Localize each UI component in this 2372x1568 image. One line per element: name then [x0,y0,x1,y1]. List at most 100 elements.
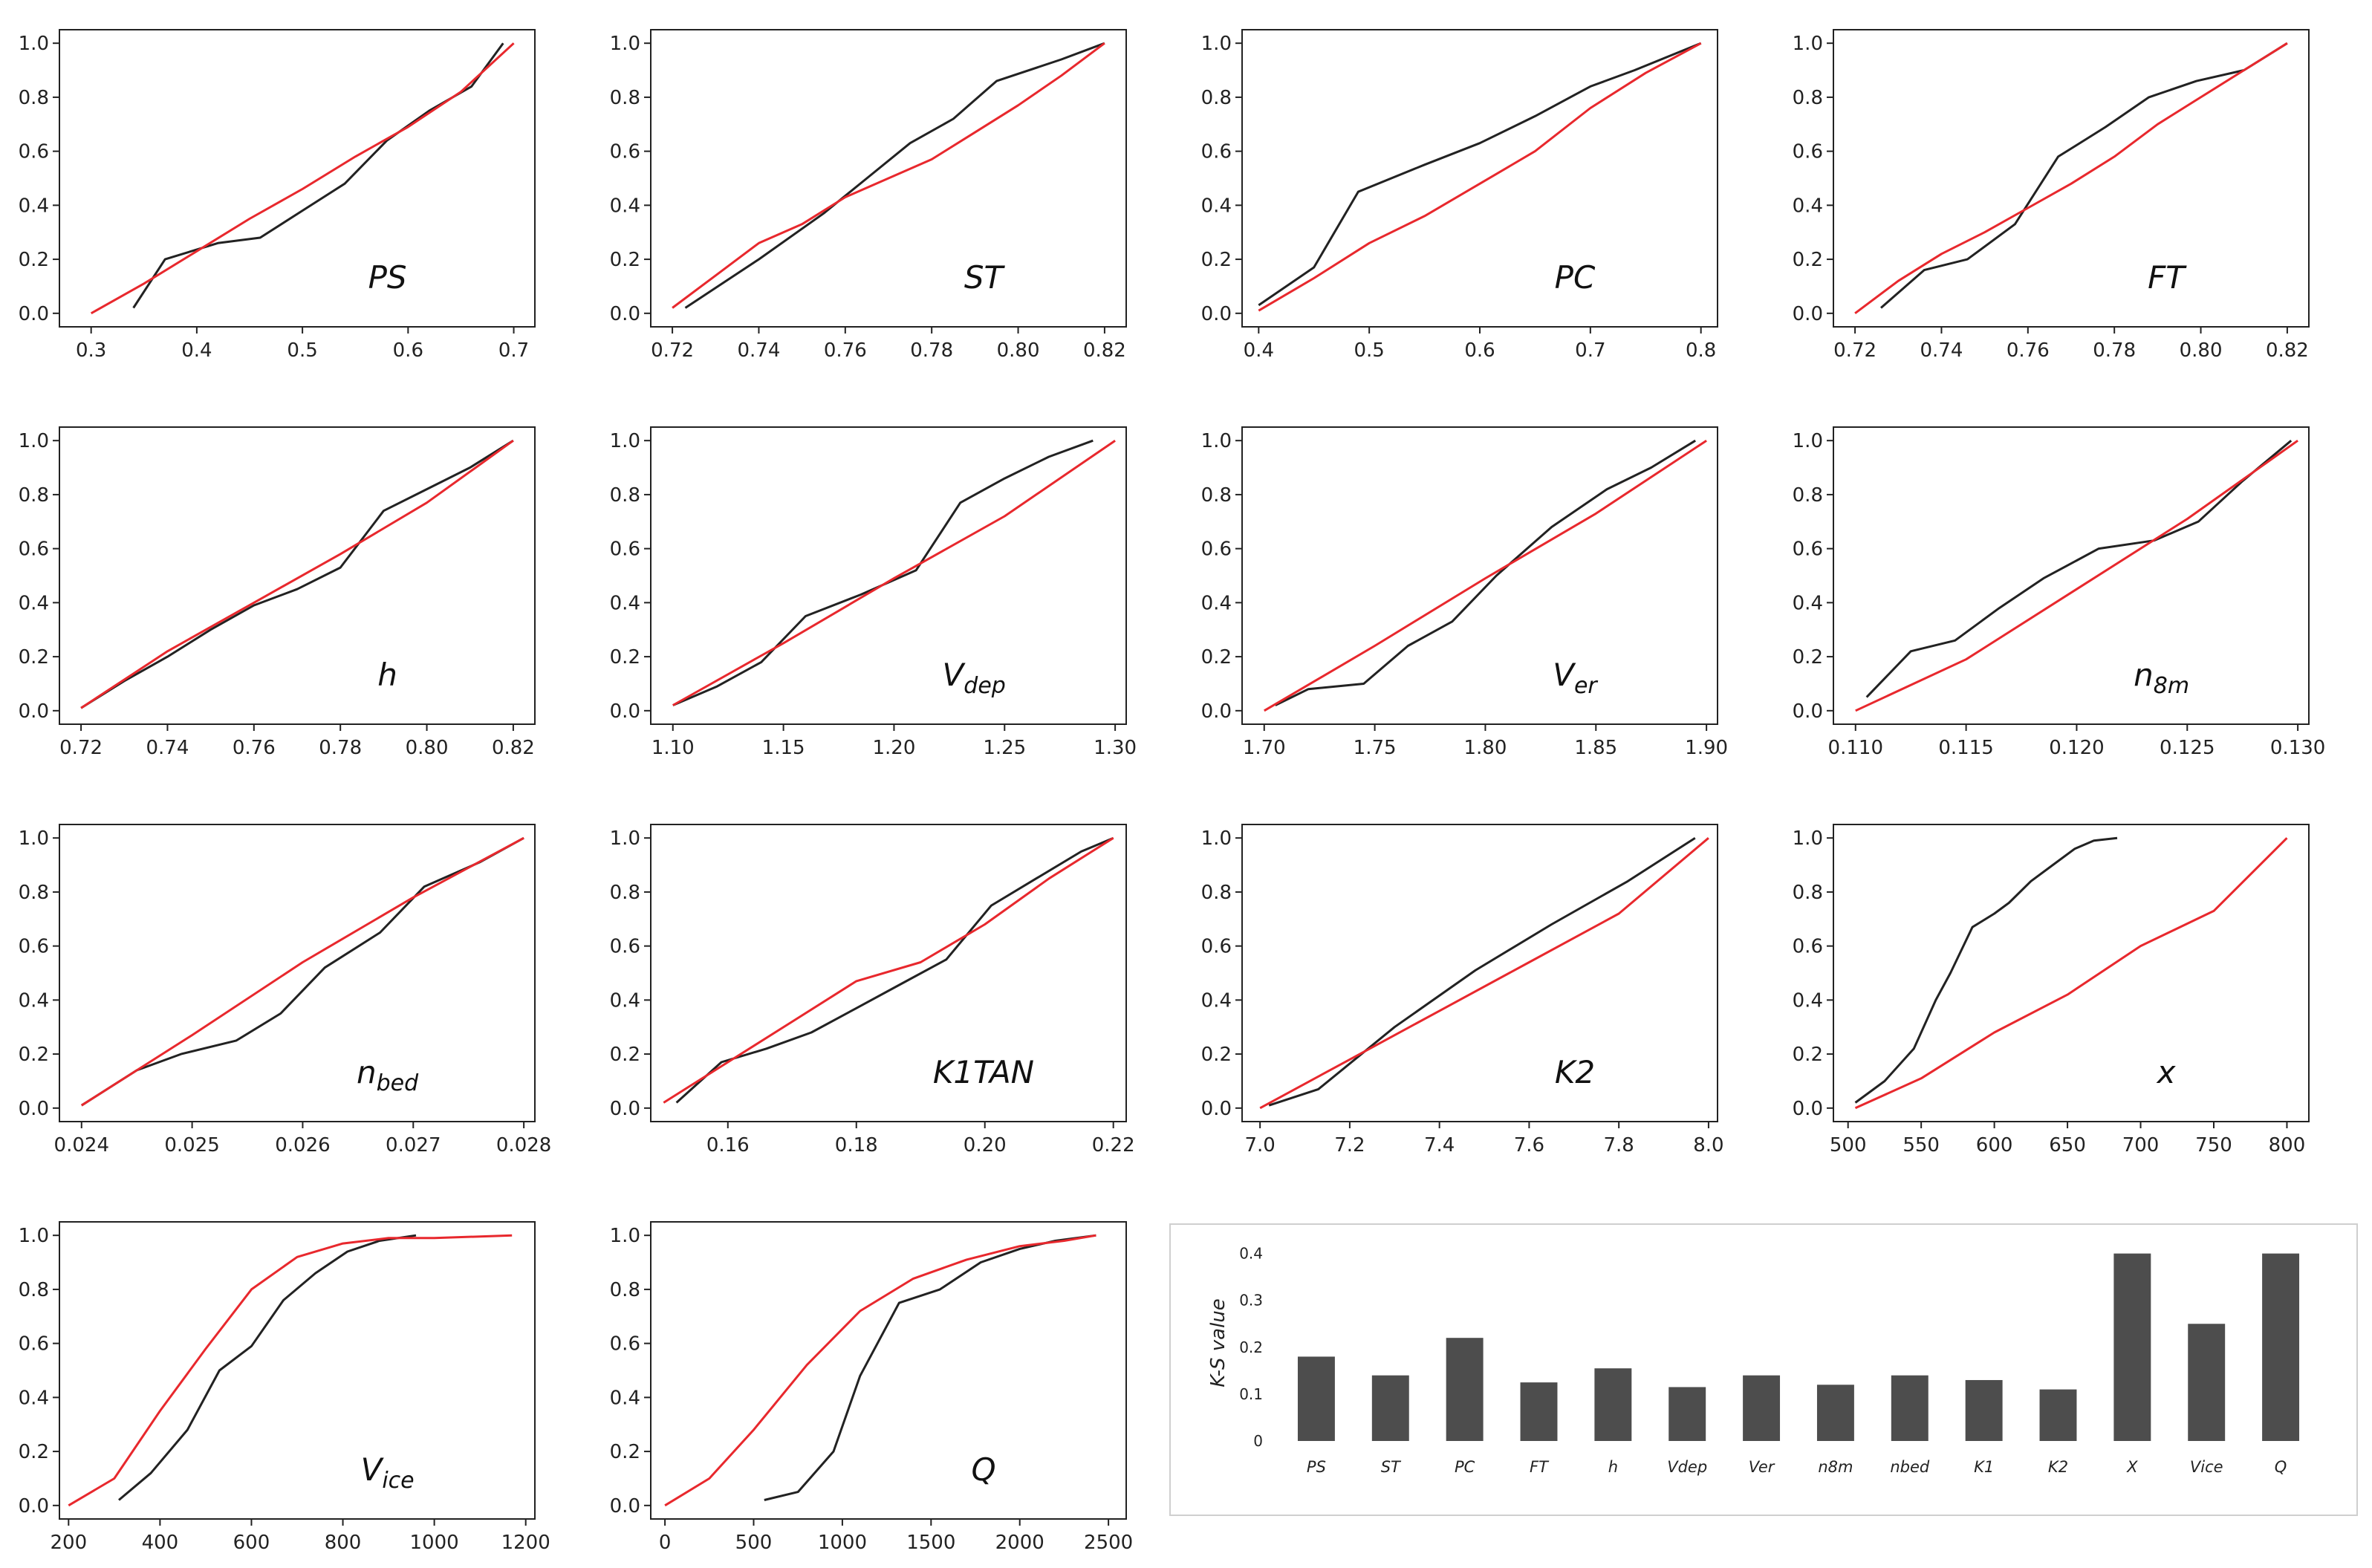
y-tick-label: 0.2 [610,1044,640,1066]
y-tick-label: 0.0 [610,700,640,723]
parameter-label: Vice [361,1451,415,1494]
x-tick-label: 1.75 [1354,737,1397,759]
y-tick-label: 0.8 [1201,882,1232,904]
theoretical-cdf-line [80,836,524,1107]
x-tick-label: 1500 [906,1532,955,1554]
x-tick-label: 0.78 [319,737,362,759]
panel-FT: 0.0 0.2 0.4 0.6 0.8 1.0 0.72 0.74 0.76 0.78 0.80 0.… [1793,29,2310,362]
x-tick-label: 0.110 [1828,737,1883,759]
x-tick-label: 800 [2269,1134,2306,1157]
theoretical-cdf-line [1258,42,1702,312]
y-tick-label: 0.8 [610,87,640,109]
ks-bar-K2 [2039,1389,2077,1441]
x-tick-label: 0.76 [824,339,867,362]
ks-bar-PC [1446,1338,1484,1441]
y-tick-label: 0.8 [1793,882,1823,904]
y-tick-label: 1.0 [610,430,640,452]
axes-frame [1833,426,2310,725]
y-tick-label: 0.2 [19,249,49,271]
ks-category-label: ST [1381,1458,1402,1476]
parameter-label: Vdep [943,657,1006,699]
axes-frame [1241,29,1718,328]
ks-y-tick-label: 0.2 [1239,1338,1263,1356]
y-tick-label: 0.4 [610,1387,640,1409]
panel-h: 0.0 0.2 0.4 0.6 0.8 1.0 0.72 0.74 0.76 0.78 0.80 0.… [19,426,536,759]
x-tick-label: 0.8 [1686,339,1716,362]
panel-Ver: 0.0 0.2 0.4 0.6 0.8 1.0 1.70 1.75 1.80 1.85 1.90 Ve… [1201,426,1728,759]
panel-X: 0.0 0.2 0.4 0.6 0.8 1.0 500 550 600 650 700 750 800 x [1793,824,2310,1157]
ks-bar-ST [1371,1375,1409,1441]
y-tick-label: 0.0 [19,1495,49,1517]
axes-frame [59,426,536,725]
y-tick-label: 0.0 [19,303,49,325]
ks-bar-K1 [1965,1379,2003,1441]
x-tick-label: 7.6 [1514,1134,1544,1157]
axes-frame [650,824,1127,1122]
ks-bar-h [1594,1368,1632,1441]
ks-category-label: Vice [2190,1458,2223,1476]
axes-frame [1833,824,2310,1122]
x-tick-label: 500 [735,1532,773,1554]
x-tick-label: 0.82 [492,737,535,759]
y-tick-label: 0.2 [19,646,49,668]
panel-K2: 0.0 0.2 0.4 0.6 0.8 1.0 7.0 7.2 7.4 7.6 7.8 8.0 K2 [1201,824,1724,1157]
x-tick-label: 550 [1903,1134,1940,1157]
y-tick-label: 0.0 [1793,700,1823,723]
theoretical-cdf-line [80,439,514,709]
ks-bar-X [2113,1253,2151,1441]
x-tick-label: 0.82 [2266,339,2309,362]
y-tick-label: 0.4 [610,195,640,217]
empirical-cdf-line [1268,836,1696,1107]
theoretical-cdf-line [672,439,1116,706]
y-tick-label: 0.0 [19,700,49,723]
empirical-cdf-line [684,42,1105,309]
x-tick-label: 600 [1976,1134,2013,1157]
x-tick-label: 0.6 [393,339,423,362]
x-tick-label: 1200 [501,1532,550,1554]
x-tick-label: 1.30 [1094,737,1137,759]
x-tick-label: 7.0 [1244,1134,1275,1157]
y-tick-label: 0.2 [1201,646,1232,668]
x-tick-label: 0.028 [496,1134,551,1157]
x-tick-label: 1.25 [983,737,1026,759]
ks-bar-Q [2262,1253,2300,1441]
ks-bar-Vdep [1668,1387,1706,1441]
y-tick-label: 0.4 [1201,195,1232,217]
panel-ST: 0.0 0.2 0.4 0.6 0.8 1.0 0.72 0.74 0.76 0.78 0.80 0.… [610,29,1127,362]
y-tick-label: 0.4 [1201,989,1232,1012]
x-tick-label: 0.76 [2007,339,2050,362]
x-tick-label: 1.85 [1574,737,1617,759]
ks-y-tick-label: 0.4 [1239,1245,1263,1263]
theoretical-cdf-line [1855,439,2298,712]
ks-category-label: FT [1530,1458,1550,1476]
y-tick-label: 0.6 [1793,936,1823,958]
y-tick-label: 1.0 [19,33,49,55]
x-tick-label: 1.10 [652,737,695,759]
y-tick-label: 1.0 [610,33,640,55]
x-tick-label: 0.74 [146,737,189,759]
empirical-cdf-line [1258,42,1702,307]
x-tick-label: 650 [2049,1134,2086,1157]
parameter-label: n8m [2134,657,2189,699]
y-tick-label: 0.8 [1793,87,1823,109]
ks-category-label: K1 [1974,1458,1994,1476]
theoretical-cdf-line [90,42,515,315]
y-tick-label: 0.0 [1793,303,1823,325]
y-tick-label: 0.2 [1201,249,1232,271]
y-tick-label: 1.0 [1201,827,1232,850]
y-tick-label: 0.6 [19,936,49,958]
y-tick-label: 0.2 [1793,249,1823,271]
y-tick-label: 0.6 [1201,539,1232,561]
axes-frame [1241,426,1718,725]
x-tick-label: 2000 [995,1532,1044,1554]
empirical-cdf-line [1275,439,1696,706]
theoretical-cdf-line [68,1234,513,1507]
y-tick-label: 0.8 [1201,87,1232,109]
parameter-label: K1TAN [933,1054,1034,1090]
x-tick-label: 0.125 [2160,737,2215,759]
x-tick-label: 7.8 [1603,1134,1634,1157]
panel-PS: 0.0 0.2 0.4 0.6 0.8 1.0 0.3 0.4 0.5 0.6 0.7 PS [19,29,536,362]
x-tick-label: 0.72 [1833,339,1877,362]
x-tick-label: 500 [1830,1134,1867,1157]
